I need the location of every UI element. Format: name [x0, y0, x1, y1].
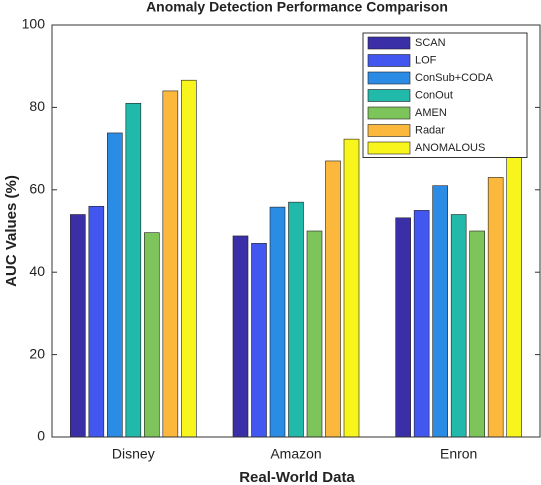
- bar: [181, 79, 197, 438]
- bar: [107, 132, 123, 438]
- bar: [70, 214, 86, 438]
- legend-swatch: [367, 71, 411, 85]
- bar: [413, 210, 430, 438]
- y-tick-label: 100: [22, 16, 46, 32]
- bar: [343, 138, 360, 438]
- bar: [162, 90, 179, 438]
- legend-label: ConSub+CODA: [415, 72, 494, 84]
- legend-swatch: [367, 36, 411, 50]
- bar: [251, 243, 267, 438]
- legend-swatch: [367, 141, 411, 155]
- legend-label: SCAN: [415, 37, 446, 49]
- legend-label: Radar: [415, 124, 445, 136]
- chart-title: Anomaly Detection Performance Comparison: [146, 0, 448, 15]
- legend-swatch: [367, 124, 411, 137]
- x-tick-label: Enron: [440, 446, 477, 462]
- bar: [232, 235, 249, 438]
- legend-swatch: [367, 89, 411, 102]
- legend-label: LOF: [415, 54, 437, 66]
- y-tick-label: 0: [37, 428, 45, 444]
- legend-label: ConOut: [415, 89, 453, 101]
- bar: [125, 102, 142, 438]
- legend-swatch: [367, 54, 411, 67]
- plot-frame: [51, 24, 541, 438]
- bar: [269, 206, 286, 438]
- legend-label: ANOMALOUS: [415, 142, 485, 154]
- x-tick-label: Amazon: [270, 446, 321, 462]
- bar: [469, 230, 485, 438]
- legend-swatch: [367, 106, 411, 120]
- x-axis-label: Real-World Data: [239, 469, 355, 485]
- bar: [395, 217, 411, 438]
- x-tick-label: Disney: [112, 446, 155, 462]
- bar: [487, 177, 504, 438]
- y-tick-label: 20: [29, 345, 45, 361]
- bar: [288, 201, 304, 438]
- y-tick-label: 40: [29, 263, 45, 279]
- bar: [506, 122, 522, 438]
- bar: [144, 232, 160, 438]
- y-axis-label: AUC Values (%): [3, 175, 20, 287]
- y-tick-label: 60: [29, 181, 45, 197]
- bar: [432, 185, 448, 438]
- bar: [306, 230, 323, 438]
- y-tick-label: 80: [29, 98, 45, 114]
- legend-label: AMEN: [415, 107, 447, 119]
- bar: [88, 205, 105, 438]
- bar: [450, 214, 467, 438]
- legend: SCAN LOF ConSub+CODA ConOut AMEN Radar ANOMALO…: [362, 32, 528, 158]
- bar: [325, 160, 341, 438]
